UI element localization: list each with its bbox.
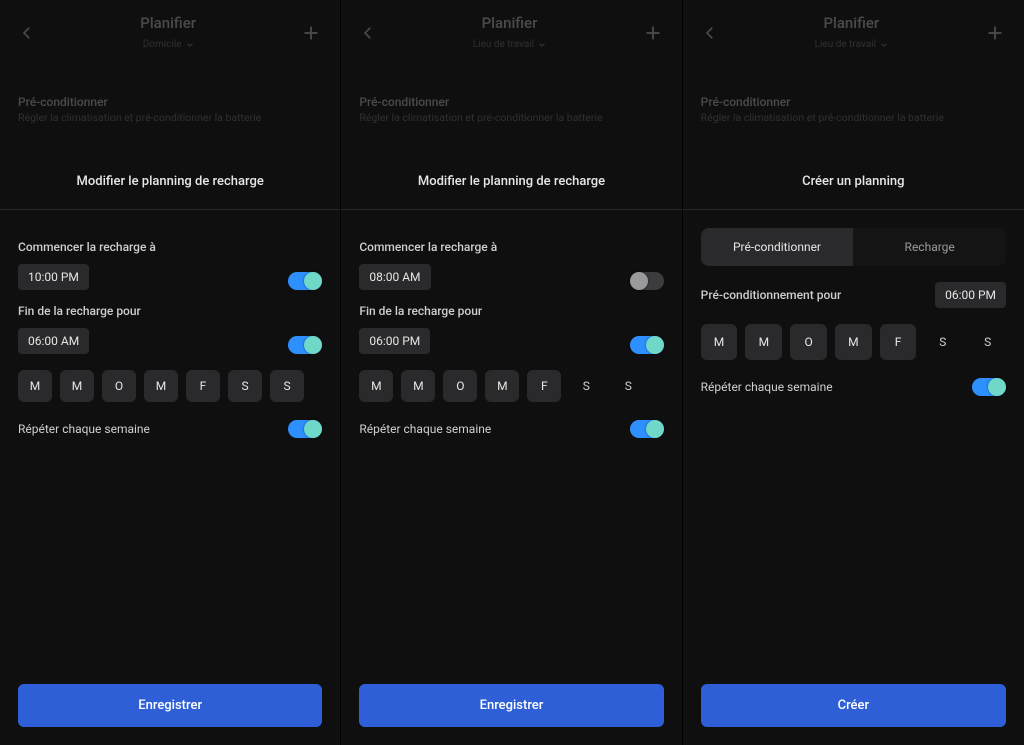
panel-1: Planifier Domicile Pré-conditionner Régl… [0,0,341,745]
day-2[interactable]: O [102,370,136,402]
day-3[interactable]: M [835,324,872,360]
panel-2: Planifier Lieu de travail Pré-conditionn… [341,0,682,745]
add-icon[interactable] [642,22,664,44]
back-icon[interactable] [18,24,36,42]
header-title: Planifier [36,14,300,32]
schedule-sheet: Modifier le planning de recharge Commenc… [0,160,340,745]
chevron-down-icon [186,41,194,49]
sheet-title: Créer un planning [683,160,1024,209]
start-time-chip[interactable]: 10:00 PM [18,264,89,290]
end-time-chip[interactable]: 06:00 PM [359,328,430,354]
end-charge-label: Fin de la recharge pour [359,304,482,318]
schedule-sheet: Créer un planning Pré-conditionner Recha… [683,160,1024,745]
repeat-toggle[interactable] [972,378,1006,396]
chevron-down-icon [880,41,888,49]
day-5[interactable]: S [228,370,262,402]
day-4[interactable]: F [527,370,561,402]
precond-time-chip[interactable]: 06:00 PM [935,282,1006,308]
end-toggle[interactable] [630,336,664,354]
precondition-title: Pré-conditionner [359,95,663,109]
day-0[interactable]: M [701,324,738,360]
header-location-dropdown[interactable]: Lieu de travail [473,39,546,50]
save-button[interactable]: Enregistrer [359,684,663,727]
day-6[interactable]: S [270,370,304,402]
repeat-label: Répéter chaque semaine [18,422,150,436]
segment-precondition[interactable]: Pré-conditionner [701,228,854,266]
day-3[interactable]: M [144,370,178,402]
header-title: Planifier [377,14,641,32]
panel-3: Planifier Lieu de travail Pré-conditionn… [683,0,1024,745]
sheet-title: Modifier le planning de recharge [0,160,340,209]
end-toggle[interactable] [288,336,322,354]
day-0[interactable]: M [359,370,393,402]
add-icon[interactable] [984,22,1006,44]
start-toggle[interactable] [288,272,322,290]
day-1[interactable]: M [401,370,435,402]
precondition-subtitle: Régler la climatisation et pré-condition… [18,111,322,124]
day-1[interactable]: M [60,370,94,402]
create-button[interactable]: Créer [701,684,1006,727]
precondition-title: Pré-conditionner [18,95,322,109]
day-2[interactable]: O [790,324,827,360]
precondition-title: Pré-conditionner [701,95,1006,109]
start-time-chip[interactable]: 08:00 AM [359,264,430,290]
days-selector: M M O M F S S [341,368,681,418]
start-charge-label: Commencer la recharge à [18,240,156,254]
chevron-down-icon [538,41,546,49]
header-location-dropdown[interactable]: Lieu de travail [815,39,888,50]
days-selector: M M O M F S S [0,368,340,418]
header-subtitle: Lieu de travail [815,39,876,50]
segmented-control: Pré-conditionner Recharge [701,228,1006,266]
day-2[interactable]: O [443,370,477,402]
end-charge-label: Fin de la recharge pour [18,304,141,318]
day-3[interactable]: M [485,370,519,402]
back-icon[interactable] [359,24,377,42]
days-selector: M M O M F S S [683,322,1024,376]
precond-for-label: Pré-conditionnement pour [701,288,842,302]
header-subtitle: Domicile [143,39,182,50]
precondition-subtitle: Régler la climatisation et pré-condition… [359,111,663,124]
start-toggle[interactable] [630,272,664,290]
day-4[interactable]: F [880,324,917,360]
back-icon[interactable] [701,24,719,42]
repeat-toggle[interactable] [630,420,664,438]
segment-recharge[interactable]: Recharge [853,228,1006,266]
day-6[interactable]: S [611,370,645,402]
repeat-toggle[interactable] [288,420,322,438]
day-1[interactable]: M [745,324,782,360]
header-location-dropdown[interactable]: Domicile [143,39,194,50]
header-subtitle: Lieu de travail [473,39,534,50]
day-6[interactable]: S [969,324,1006,360]
repeat-label: Répéter chaque semaine [701,380,833,394]
precondition-subtitle: Régler la climatisation et pré-condition… [701,111,1006,124]
repeat-label: Répéter chaque semaine [359,422,491,436]
start-charge-label: Commencer la recharge à [359,240,497,254]
header-title: Planifier [719,14,984,32]
day-5[interactable]: S [924,324,961,360]
day-0[interactable]: M [18,370,52,402]
end-time-chip[interactable]: 06:00 AM [18,328,89,354]
schedule-sheet: Modifier le planning de recharge Commenc… [341,160,681,745]
add-icon[interactable] [300,22,322,44]
save-button[interactable]: Enregistrer [18,684,322,727]
sheet-title: Modifier le planning de recharge [341,160,681,209]
day-5[interactable]: S [569,370,603,402]
day-4[interactable]: F [186,370,220,402]
